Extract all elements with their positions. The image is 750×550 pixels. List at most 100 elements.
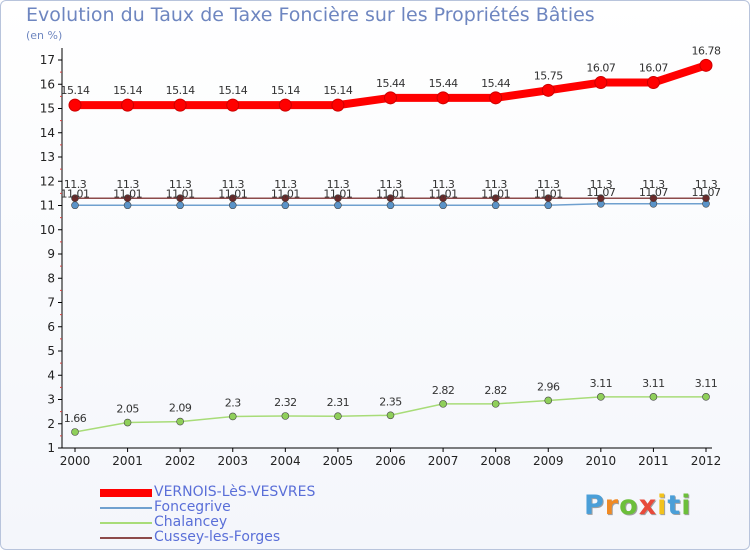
data-point bbox=[281, 194, 290, 203]
x-tick-label: 2006 bbox=[375, 454, 406, 468]
data-point bbox=[334, 194, 342, 203]
data-label: 11.3 bbox=[695, 178, 718, 191]
y-tick-label: 16 bbox=[40, 77, 55, 91]
data-label: 11.3 bbox=[537, 178, 560, 191]
data-label: 11.01 bbox=[61, 187, 90, 200]
data-point bbox=[439, 194, 447, 203]
data-point bbox=[544, 194, 553, 203]
data-point bbox=[541, 83, 555, 97]
data-label: 15.14 bbox=[271, 84, 300, 97]
data-point bbox=[594, 76, 608, 90]
data-label: 3.11 bbox=[590, 377, 613, 390]
data-point bbox=[491, 194, 500, 203]
data-label: 2.82 bbox=[484, 384, 507, 397]
legend-item-chalancey: Chalancey bbox=[100, 515, 227, 530]
data-label: 11.3 bbox=[379, 178, 402, 191]
data-point bbox=[649, 194, 658, 203]
legend-swatch-cussey bbox=[100, 536, 152, 539]
y-tick-label: 12 bbox=[40, 174, 55, 188]
legend-swatch-foncegrive bbox=[100, 506, 152, 509]
data-point bbox=[71, 428, 79, 436]
data-point bbox=[646, 76, 660, 90]
x-tick-label: 2012 bbox=[691, 454, 722, 468]
x-tick-label: 2011 bbox=[638, 454, 669, 468]
data-label: 2.96 bbox=[537, 380, 560, 393]
data-label: 11.01 bbox=[113, 187, 142, 200]
data-label: 3.11 bbox=[642, 377, 665, 390]
data-point bbox=[491, 400, 500, 408]
data-label: 11.01 bbox=[534, 187, 563, 200]
x-tick-label: 2002 bbox=[165, 454, 196, 468]
data-label: 11.01 bbox=[376, 187, 405, 200]
data-label: 15.44 bbox=[429, 77, 458, 90]
data-point bbox=[439, 400, 447, 408]
data-label: 11.3 bbox=[169, 178, 192, 191]
data-point bbox=[226, 98, 240, 112]
data-point bbox=[176, 194, 184, 203]
y-tick-label: 10 bbox=[40, 223, 55, 237]
data-point bbox=[228, 194, 237, 203]
data-label: 15.44 bbox=[481, 77, 510, 90]
legend-label: Foncegrive bbox=[154, 499, 231, 515]
data-label: 11.01 bbox=[323, 187, 352, 200]
y-tick-label: 6 bbox=[47, 320, 55, 334]
legend-swatch-vernois bbox=[100, 488, 152, 497]
data-point bbox=[331, 98, 345, 112]
data-point bbox=[176, 417, 184, 426]
y-tick-label: 7 bbox=[47, 296, 55, 310]
data-point bbox=[123, 201, 132, 210]
data-label: 15.75 bbox=[534, 69, 563, 82]
x-tick-label: 2000 bbox=[60, 454, 91, 468]
data-point bbox=[334, 201, 342, 210]
data-label: 2.31 bbox=[327, 396, 350, 409]
data-label: 2.35 bbox=[379, 395, 402, 408]
data-label: 11.3 bbox=[64, 178, 87, 191]
data-point bbox=[123, 194, 132, 203]
y-tick-label: 13 bbox=[40, 150, 55, 164]
x-tick-label: 2005 bbox=[323, 454, 354, 468]
data-point bbox=[173, 98, 187, 112]
data-point bbox=[597, 194, 605, 203]
data-point bbox=[68, 98, 82, 112]
data-label: 15.14 bbox=[218, 84, 247, 97]
logo-letter: i bbox=[657, 490, 668, 521]
data-label: 15.44 bbox=[376, 77, 405, 90]
data-label: 1.66 bbox=[64, 412, 87, 425]
logo-letter: i bbox=[681, 490, 692, 521]
data-point bbox=[439, 201, 447, 210]
data-point bbox=[702, 393, 710, 401]
logo-letter: r bbox=[604, 490, 620, 521]
data-point bbox=[386, 194, 395, 203]
data-point bbox=[436, 91, 450, 105]
data-label: 16.07 bbox=[586, 62, 615, 75]
data-label: 11.3 bbox=[432, 178, 455, 191]
data-label: 11.3 bbox=[484, 178, 507, 191]
data-point bbox=[384, 91, 397, 105]
data-label: 11.3 bbox=[222, 178, 245, 191]
data-label: 16.78 bbox=[692, 44, 721, 57]
data-label: 2.32 bbox=[274, 396, 297, 409]
data-label: 11.3 bbox=[327, 178, 350, 191]
x-tick-label: 2003 bbox=[217, 454, 248, 468]
y-tick-label: 14 bbox=[40, 126, 55, 140]
x-tick-label: 2004 bbox=[270, 454, 301, 468]
y-tick-label: 8 bbox=[47, 271, 55, 285]
y-tick-label: 15 bbox=[40, 102, 55, 116]
data-label: 11.07 bbox=[639, 186, 668, 199]
logo-letter: x bbox=[638, 490, 658, 521]
data-point bbox=[597, 393, 605, 401]
data-point bbox=[386, 411, 395, 420]
y-tick-label: 3 bbox=[47, 393, 55, 407]
data-point bbox=[699, 58, 713, 72]
logo-letter: o bbox=[619, 490, 639, 521]
data-point bbox=[544, 201, 553, 210]
y-axis-unit-label: (en %) bbox=[26, 29, 63, 42]
data-point bbox=[489, 91, 503, 105]
legend-item-vernois: VERNOIS-LèS-VESVRES bbox=[100, 485, 315, 500]
data-point bbox=[228, 412, 237, 421]
y-tick-label: 2 bbox=[47, 417, 55, 431]
data-point bbox=[544, 396, 553, 405]
data-label: 2.09 bbox=[169, 402, 192, 415]
data-label: 15.14 bbox=[166, 84, 195, 97]
x-tick-label: 2008 bbox=[480, 454, 511, 468]
